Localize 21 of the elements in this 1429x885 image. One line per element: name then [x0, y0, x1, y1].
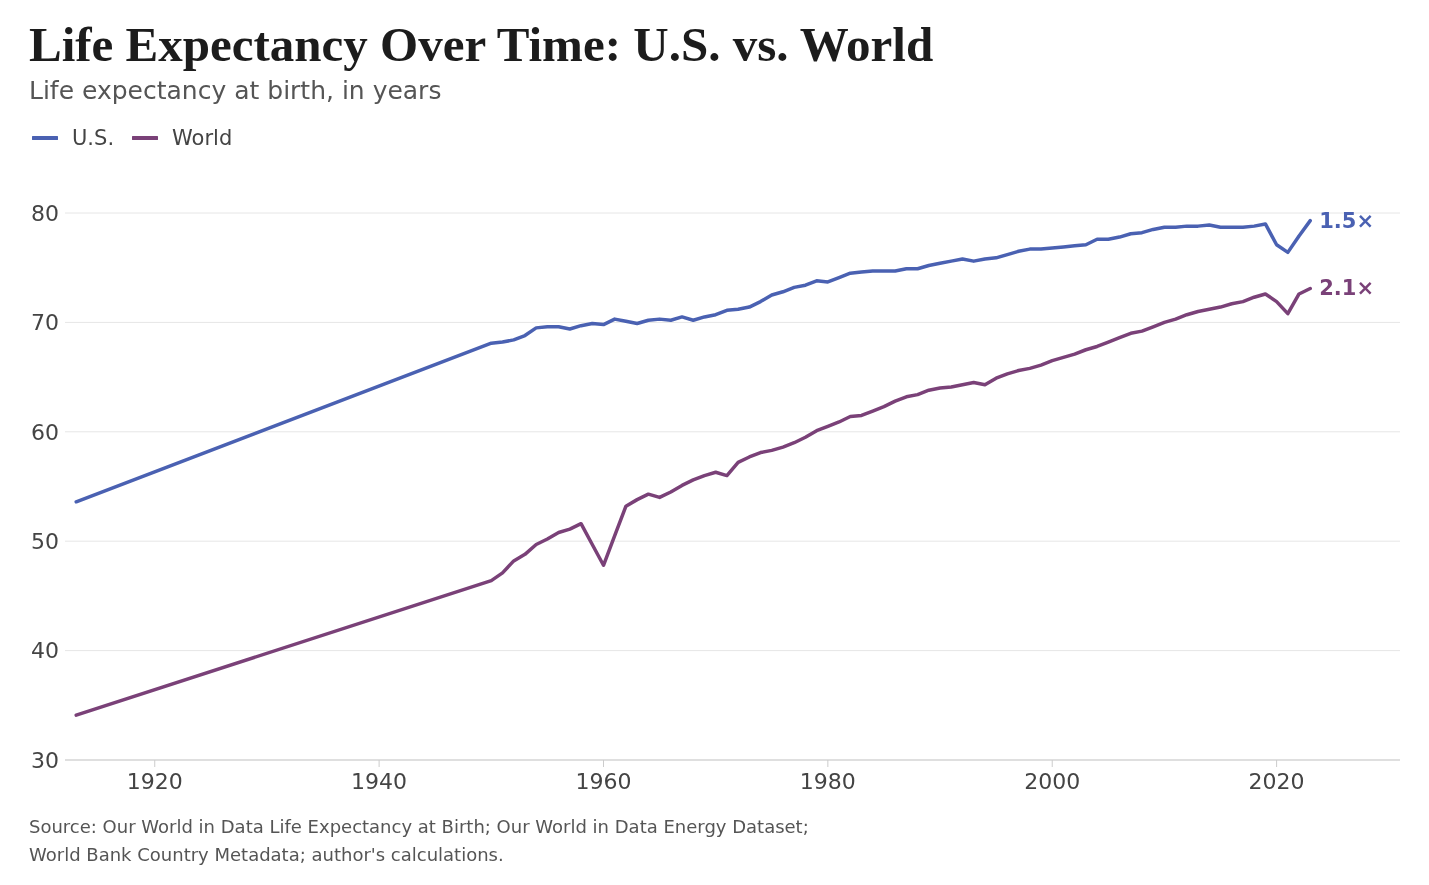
source-note: Source: Our World in Data Life Expectancy at Birth; Our World in Data Energy Dataset; World Bank Country Metadata; author's calculations.	[29, 815, 810, 867]
y-tick-label: 60	[31, 419, 59, 445]
y-tick-label: 70	[31, 310, 59, 336]
x-tick-label: 1960	[575, 768, 632, 794]
y-tick-label: 80	[31, 200, 59, 226]
line-series	[74, 286, 1312, 717]
y-tick-label: 30	[31, 747, 59, 773]
x-tick-label: 1940	[351, 768, 408, 794]
chart-title: Life Expectancy Over Time: U.S. vs. World	[29, 16, 934, 73]
y-tick-label: 50	[31, 529, 59, 555]
x-tick-label: 1920	[126, 768, 183, 794]
x-tick-label: 2000	[1024, 768, 1081, 794]
legend-label: World	[172, 126, 233, 150]
line-series	[74, 218, 1312, 504]
chart-subtitle: Life expectancy at birth, in years	[29, 76, 442, 105]
annotation: 1.5×	[1319, 208, 1375, 233]
annotation: 2.1×	[1319, 276, 1375, 301]
x-tick-label: 1980	[799, 768, 856, 794]
x-tick-label: 2020	[1248, 768, 1305, 794]
legend-label: U.S.	[72, 126, 115, 150]
y-tick-label: 40	[31, 638, 59, 664]
